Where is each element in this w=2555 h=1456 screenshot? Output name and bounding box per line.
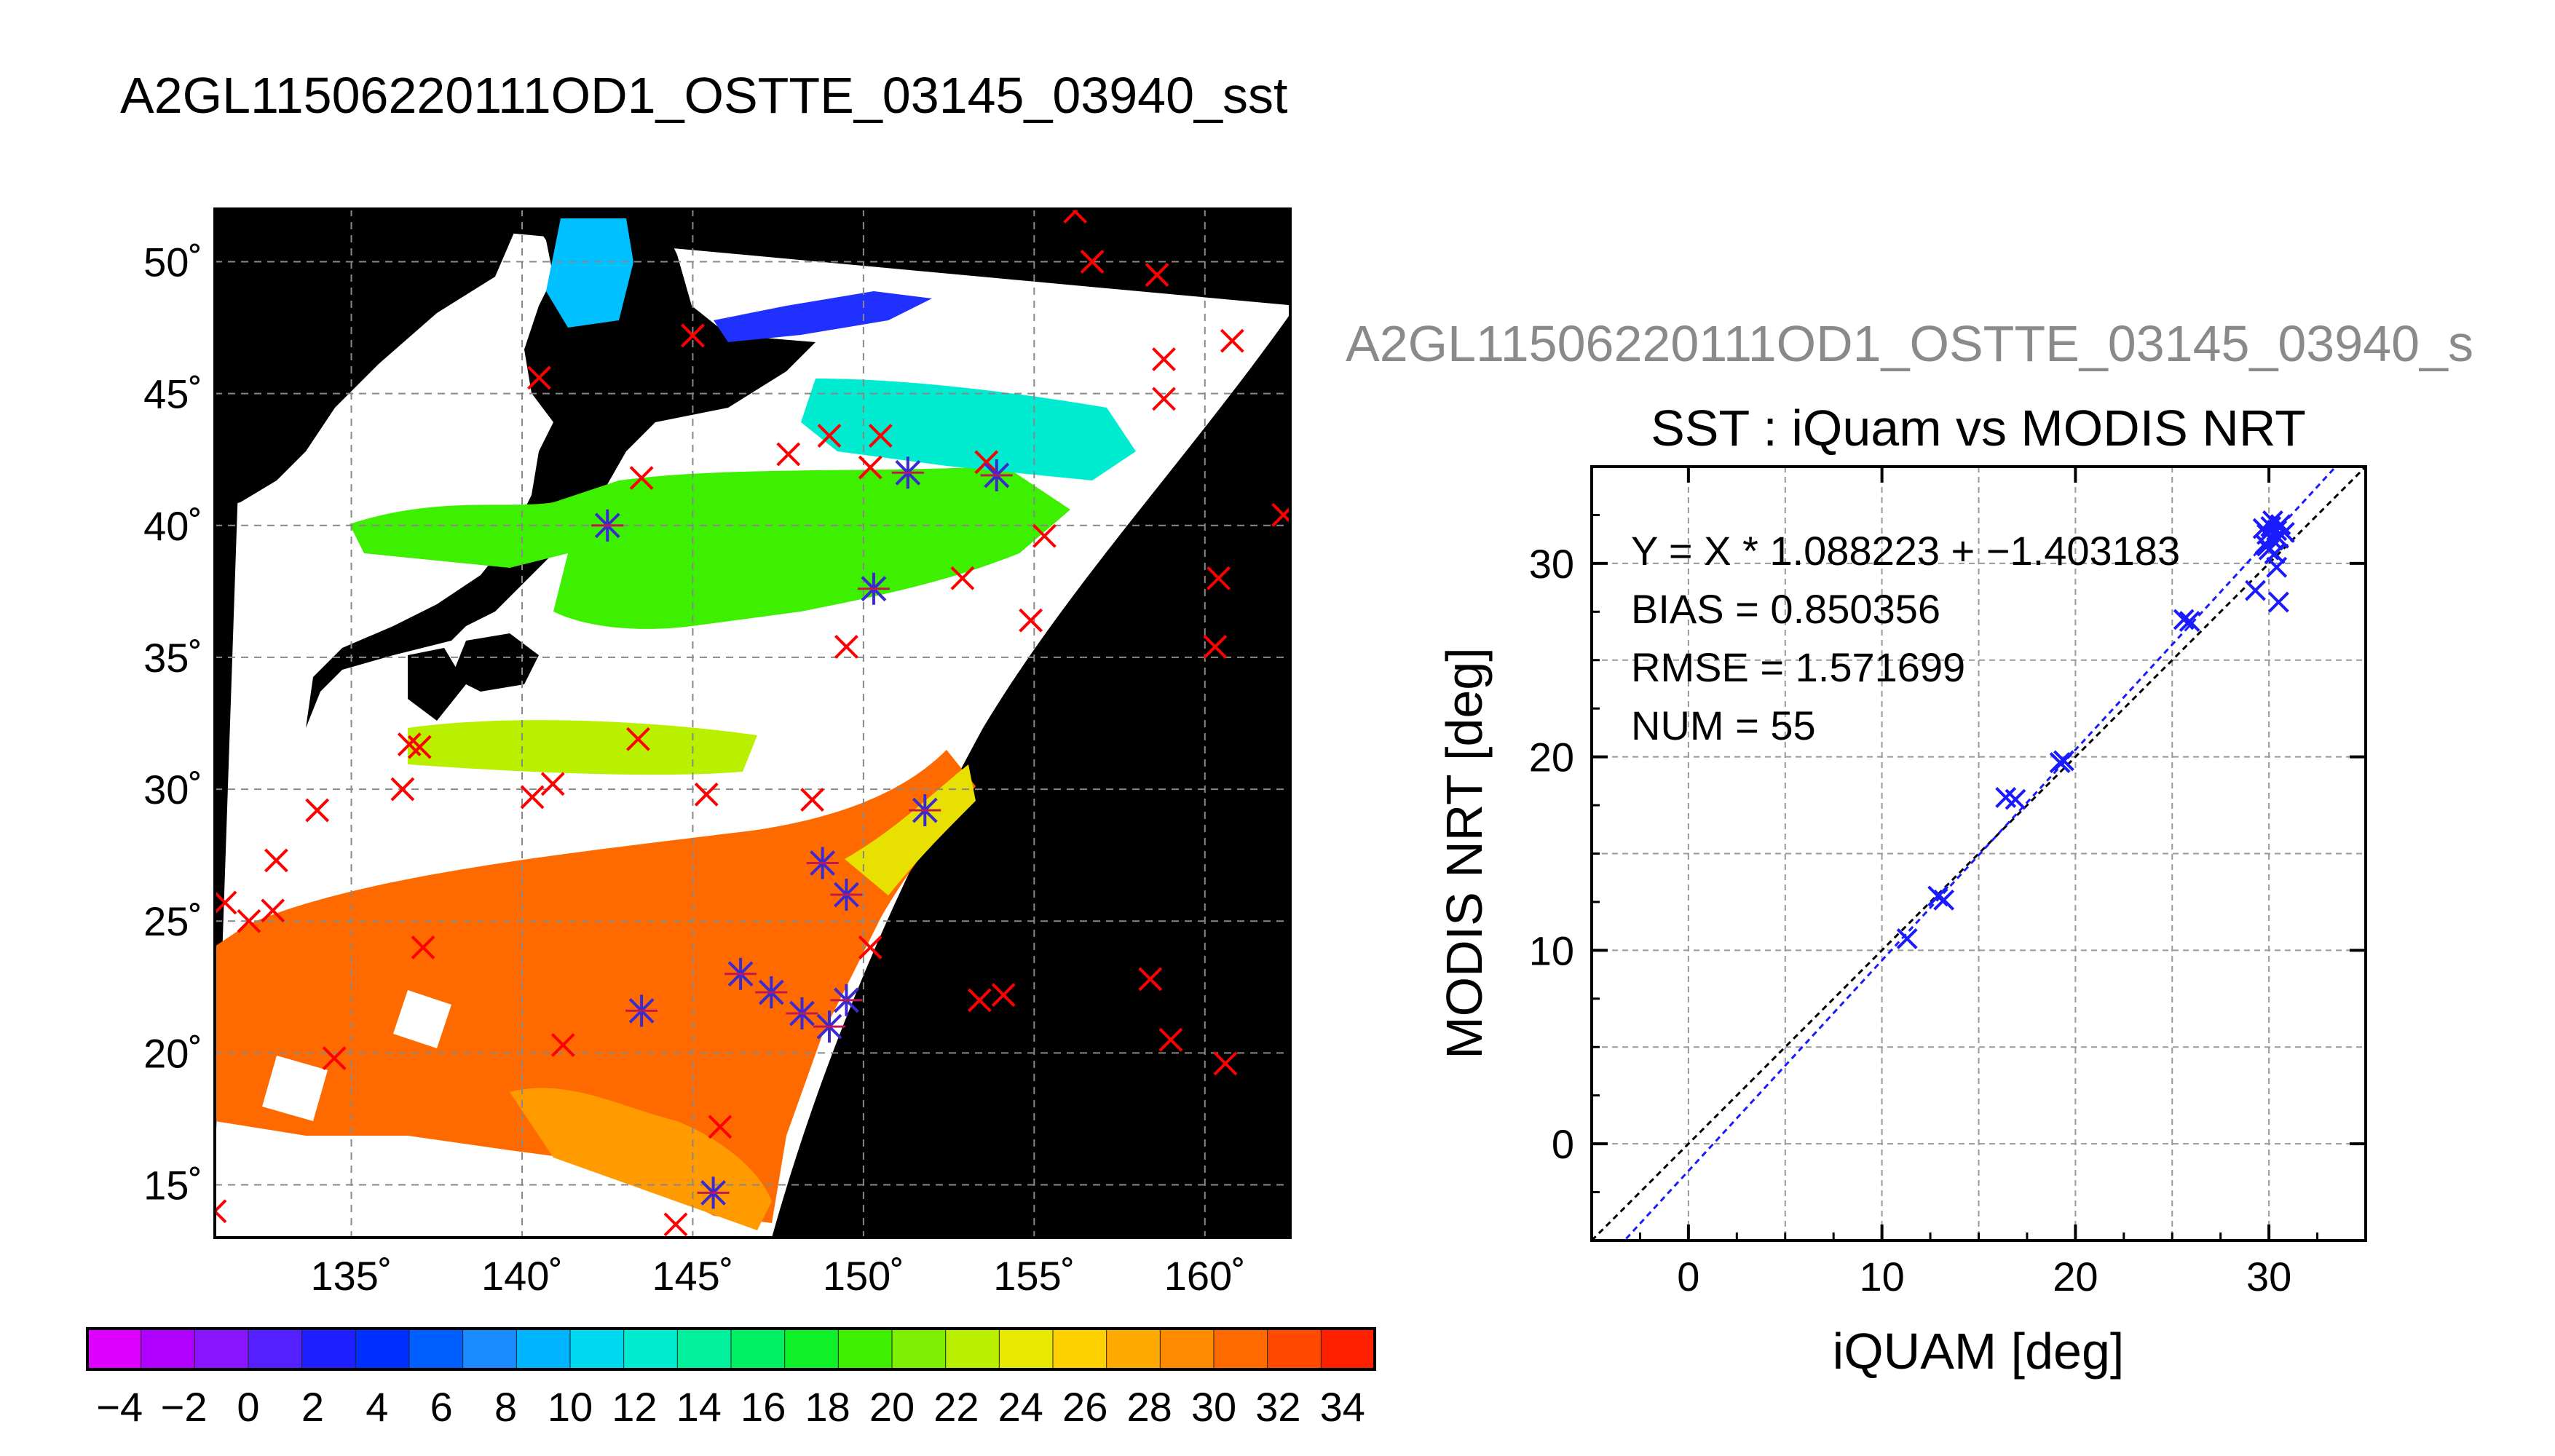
red-match-marker [1152,387,1176,411]
red-match-marker [237,909,261,933]
map-y-tick-label: 15˚ [143,1163,202,1208]
map-x-tick-label: 135˚ [311,1253,392,1299]
blue-match-marker [755,976,788,1009]
red-match-marker [708,1115,732,1139]
red-match-marker [215,1199,227,1224]
map-x-tick-label: 140˚ [481,1253,563,1299]
blue-match-marker [857,572,890,605]
red-match-marker [1019,608,1043,633]
red-match-marker [1213,1051,1238,1076]
blue-match-marker [813,1010,845,1043]
sst-blue-patch [714,291,932,342]
sst-cold-patch [546,218,633,328]
red-match-marker [681,323,705,348]
map-plot-area [215,209,1290,1238]
sst-orange-patch [510,1088,772,1230]
map-y-tick-label: 45˚ [143,371,202,417]
map-y-tick-label: 40˚ [143,503,202,549]
cloud-patch [393,990,451,1048]
sst-warm-edge [845,764,976,895]
sst-warm-pool [215,750,976,1223]
red-match-marker [800,788,824,812]
map-y-tick-label: 50˚ [143,239,202,285]
blue-match-marker [909,794,941,827]
map-y-tick-label: 25˚ [143,898,202,944]
blue-match-marker [591,509,624,542]
red-match-marker [264,848,288,873]
blue-match-marker [806,847,839,879]
red-match-marker [967,988,992,1013]
map-x-tick-label: 150˚ [823,1253,904,1299]
map-grid [215,209,1290,1238]
red-match-marker [1080,250,1105,274]
red-match-marker [1063,209,1088,224]
map-y-tick-label: 35˚ [143,635,202,681]
red-match-marker [261,898,285,923]
map-x-tick-label: 155˚ [993,1253,1075,1299]
plot-subtitle: A2GL11506220111OD1_OSTTE_03145_03940_s [1346,315,2473,372]
red-match-marker [991,983,1016,1008]
map-x-tick-label: 160˚ [1164,1253,1246,1299]
map-y-tick-label: 20˚ [143,1030,202,1076]
red-match-marker [305,798,330,823]
red-match-marker [858,455,882,480]
red-match-marker [322,1046,347,1071]
sst-mid-patch [408,720,757,775]
red-match-marker [527,365,551,390]
red-match-marker [817,424,842,448]
red-match-markers [215,209,1290,1237]
red-match-marker [950,566,975,590]
red-match-marker [974,450,999,475]
blue-match-marker [697,1176,730,1209]
red-match-marker [868,424,893,448]
blue-match-marker [830,879,863,911]
map-x-tick-label: 145˚ [652,1253,733,1299]
red-match-marker [1138,967,1163,992]
red-match-marker [858,935,882,960]
map-x-tick-labels: 135˚ 140˚ 145˚ 150˚ 155˚ 160˚ [311,1253,1246,1299]
sst-field [215,218,1136,1230]
red-match-marker [411,935,435,960]
red-match-marker [663,1212,688,1237]
blue-match-marker [980,459,1013,491]
blue-match-marker [830,984,863,1016]
sst-cyan-band [801,379,1136,480]
map-y-tick-label: 30˚ [143,767,202,812]
map-frame [213,207,1292,1239]
blue-match-marker [724,957,757,990]
map-y-tick-labels: 15˚ 20˚ 25˚ 30˚ 35˚ 40˚ 45˚ 50˚ [143,239,202,1208]
red-match-marker [550,1033,575,1057]
red-match-marker [1145,263,1169,287]
blue-match-marker [625,994,658,1027]
red-match-marker [215,890,237,915]
red-match-marker [1032,523,1057,548]
red-match-marker [1152,347,1176,371]
cloud-patch [262,1056,328,1121]
red-match-marker [626,727,650,751]
red-match-marker [1207,566,1231,590]
red-match-marker [520,785,545,810]
red-match-marker [1220,328,1244,353]
blue-match-markers [591,456,1013,1209]
red-match-marker [1158,1027,1183,1052]
red-match-marker [776,442,801,467]
red-match-marker [834,635,858,659]
red-match-marker [1271,502,1290,527]
page-title: A2GL11506220111OD1_OSTTE_03145_03940_sst [120,67,1288,124]
red-match-marker [629,466,654,490]
red-match-marker [390,777,415,802]
red-match-marker [407,735,432,759]
red-match-marker [694,782,719,807]
blue-match-marker [891,456,924,489]
red-match-marker [540,772,565,796]
red-match-marker [1203,635,1228,659]
sst-green-band [350,466,1070,629]
blue-match-marker [786,997,818,1030]
